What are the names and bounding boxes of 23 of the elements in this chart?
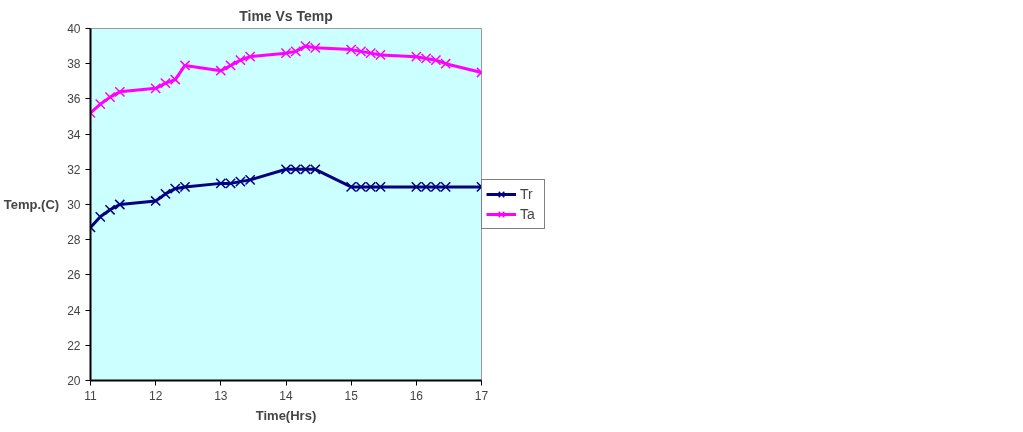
x-tick-label: 13 (214, 388, 228, 403)
y-tick-label: 40 (67, 22, 81, 36)
y-tick-label: 38 (67, 57, 81, 72)
x-axis-title: Time(Hrs) (255, 407, 317, 423)
y-tick-label: 22 (67, 338, 81, 353)
chart-title: Time Vs Temp (239, 7, 333, 24)
y-tick-label: 24 (67, 303, 81, 318)
x-tick-label: 17 (474, 388, 489, 403)
x-tick-label: 12 (148, 388, 163, 403)
y-tick-label: 36 (67, 92, 81, 107)
y-axis-title: Temp.(C) (3, 197, 60, 212)
y-tick-label: 34 (67, 127, 81, 142)
x-tick-label: 14 (279, 388, 293, 403)
legend-label: Ta (520, 206, 536, 222)
y-tick-label: 30 (67, 198, 81, 212)
y-tick-label: 26 (67, 268, 81, 283)
y-tick-label: 28 (67, 233, 81, 248)
x-tick-label: 11 (84, 388, 98, 403)
x-tick-label: 15 (344, 388, 359, 403)
legend-label: Tr (520, 186, 534, 202)
y-tick-label: 32 (67, 162, 81, 177)
x-tick-label: 16 (409, 388, 424, 403)
y-tick-label: 20 (67, 374, 81, 388)
